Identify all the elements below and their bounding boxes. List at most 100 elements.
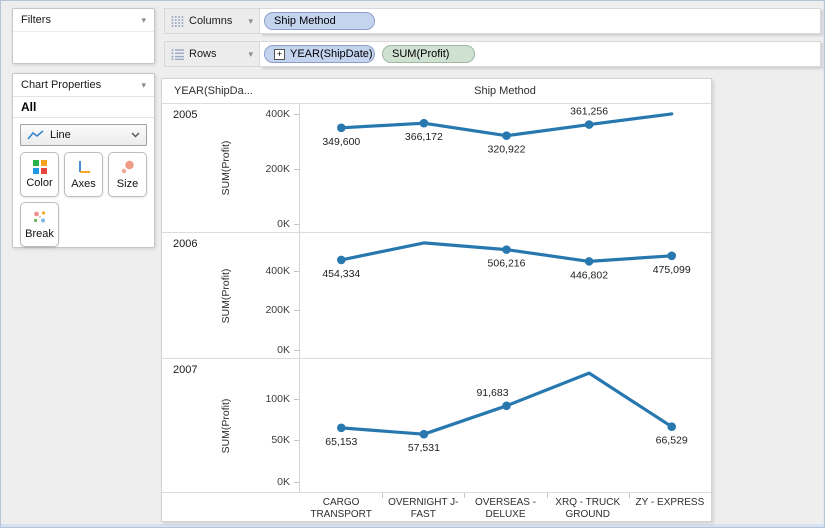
- data-label: 475,099: [653, 264, 691, 276]
- data-point[interactable]: [419, 429, 429, 439]
- y-tick-mark: [294, 168, 299, 170]
- color-button-label: Color: [26, 177, 53, 189]
- filters-panel-header[interactable]: Filters ▾: [13, 9, 154, 32]
- plot-pane: 65,153 57,531 91,683 66,529: [299, 359, 713, 492]
- data-label: 66,529: [656, 435, 688, 447]
- plot-pane: 454,334 506,216 446,802 475,099: [299, 233, 713, 358]
- break-button-label: Break: [25, 227, 54, 240]
- data-point[interactable]: [502, 401, 511, 411]
- expand-plus-icon[interactable]: +: [274, 48, 285, 60]
- collapse-chevron-icon[interactable]: ▾: [141, 14, 146, 25]
- y-tick-mark: [294, 482, 299, 483]
- category-axis: CARGO TRANSPORT OVERNIGHT J- FAST OVERSEAS -…: [162, 492, 711, 526]
- data-label: 361,256: [570, 106, 608, 118]
- y-tick-mark: [294, 350, 299, 351]
- filters-panel: Filters ▾: [12, 8, 155, 64]
- columns-shelf-header[interactable]: Columns ▾: [164, 8, 260, 34]
- shelf-dropdown-chevron-icon[interactable]: ▾: [248, 15, 253, 26]
- break-scatter-icon: [33, 210, 46, 222]
- trellis-rows: 2005 SUM(Profit) 400K 200K 0K 349,600 366,172 3…: [162, 103, 711, 492]
- data-point[interactable]: [502, 245, 511, 254]
- data-point[interactable]: [337, 123, 346, 133]
- trellis-row-2007: 2007 SUM(Profit) 100K 50K 0K 65,153 57,531 91,6…: [162, 358, 711, 492]
- data-point[interactable]: [584, 257, 594, 266]
- y-tick-label: 0K: [277, 476, 290, 488]
- category-tick-mark: [464, 493, 466, 498]
- pill-year-shipdate[interactable]: + YEAR(ShipDate): [264, 45, 375, 63]
- y-tick-mark: [294, 440, 299, 442]
- chart-properties-header[interactable]: Chart Properties ▾: [13, 74, 154, 96]
- chart-type-value: Line: [50, 129, 71, 141]
- y-tick-label: 400K: [265, 107, 290, 120]
- row-axis: 2005 SUM(Profit) 400K 200K 0K: [162, 104, 299, 232]
- y-axis-title: SUM(Profit): [220, 140, 232, 196]
- data-point[interactable]: [667, 422, 676, 432]
- data-label: 366,172: [405, 131, 443, 143]
- data-point[interactable]: [337, 423, 346, 433]
- y-axis-title: SUM(Profit): [220, 398, 232, 453]
- category-label-line: ZY - EXPRESS: [635, 497, 705, 508]
- data-label: 446,802: [570, 269, 608, 281]
- category-label[interactable]: CARGO TRANSPORT: [300, 493, 382, 526]
- y-tick-label: 200K: [265, 162, 290, 175]
- column-field-header[interactable]: Ship Method: [474, 85, 536, 97]
- category-label[interactable]: OVERNIGHT J- FAST: [382, 493, 464, 526]
- y-axis-title: SUM(Profit): [220, 268, 232, 323]
- axes-icon: [79, 160, 90, 173]
- color-button[interactable]: Color: [20, 152, 59, 197]
- columns-grid-icon: [171, 16, 184, 27]
- category-axis-spacer: [162, 493, 300, 526]
- property-buttons: Color Axes Size: [20, 152, 147, 247]
- worksheet: YEAR(ShipDa... Ship Method 2005 SUM(Profi…: [161, 78, 712, 522]
- year-header[interactable]: 2005: [173, 109, 198, 121]
- columns-shelf-pills: Ship Method: [260, 8, 821, 34]
- trellis-row-2005: 2005 SUM(Profit) 400K 200K 0K 349,600 366,172 3…: [162, 103, 711, 232]
- shelf-dropdown-chevron-icon[interactable]: ▾: [248, 48, 253, 59]
- y-tick-mark: [294, 113, 299, 115]
- columns-shelf-label: Columns: [189, 15, 233, 27]
- data-label: 65,153: [325, 436, 357, 448]
- category-label[interactable]: ZY - EXPRESS: [628, 493, 711, 526]
- y-tick-label: 0K: [277, 218, 290, 230]
- size-button-label: Size: [116, 177, 139, 190]
- sheet-header: YEAR(ShipDa... Ship Method: [162, 79, 711, 103]
- row-axis: 2007 SUM(Profit) 100K 50K 0K: [162, 359, 299, 492]
- category-label[interactable]: XRQ - TRUCK GROUND: [546, 493, 629, 526]
- year-header[interactable]: 2006: [173, 238, 198, 250]
- data-point[interactable]: [337, 255, 346, 265]
- y-tick-mark: [294, 270, 299, 272]
- pill-label: Ship Method: [274, 15, 336, 27]
- axes-button[interactable]: Axes: [64, 152, 103, 197]
- pill-label: YEAR(ShipDate): [290, 48, 373, 60]
- data-label: 57,531: [408, 442, 440, 454]
- category-label[interactable]: OVERSEAS - DELUXE: [464, 493, 546, 526]
- data-point[interactable]: [502, 131, 511, 140]
- category-tick-mark: [382, 493, 384, 498]
- data-point[interactable]: [667, 251, 676, 261]
- category-tick-mark: [628, 493, 630, 498]
- filters-panel-body: [13, 32, 154, 61]
- rows-shelf-header[interactable]: Rows ▾: [164, 41, 260, 67]
- data-label: 349,600: [322, 136, 360, 148]
- pill-ship-method[interactable]: Ship Method: [264, 12, 375, 30]
- break-button[interactable]: Break: [20, 202, 59, 247]
- y-tick-mark: [294, 398, 299, 400]
- line-chart-icon: [27, 129, 44, 140]
- chart-type-dropdown[interactable]: Line: [20, 124, 147, 146]
- row-field-header[interactable]: YEAR(ShipDa...: [174, 85, 253, 97]
- data-label: 454,334: [322, 268, 360, 280]
- category-label-line: FAST: [410, 509, 436, 520]
- data-point[interactable]: [584, 120, 594, 129]
- rows-list-icon: [171, 49, 184, 60]
- category-label-line: OVERNIGHT J-: [388, 497, 459, 508]
- size-button[interactable]: Size: [108, 152, 147, 197]
- year-header[interactable]: 2007: [173, 364, 198, 376]
- data-point[interactable]: [419, 118, 429, 128]
- collapse-chevron-icon[interactable]: ▾: [141, 79, 146, 90]
- rows-shelf: Rows ▾ + YEAR(ShipDate) SUM(Profit): [164, 41, 821, 67]
- size-icon: [121, 160, 134, 173]
- pill-sum-profit[interactable]: SUM(Profit): [382, 45, 475, 63]
- axes-button-label: Axes: [71, 177, 96, 190]
- y-tick-mark: [294, 224, 299, 225]
